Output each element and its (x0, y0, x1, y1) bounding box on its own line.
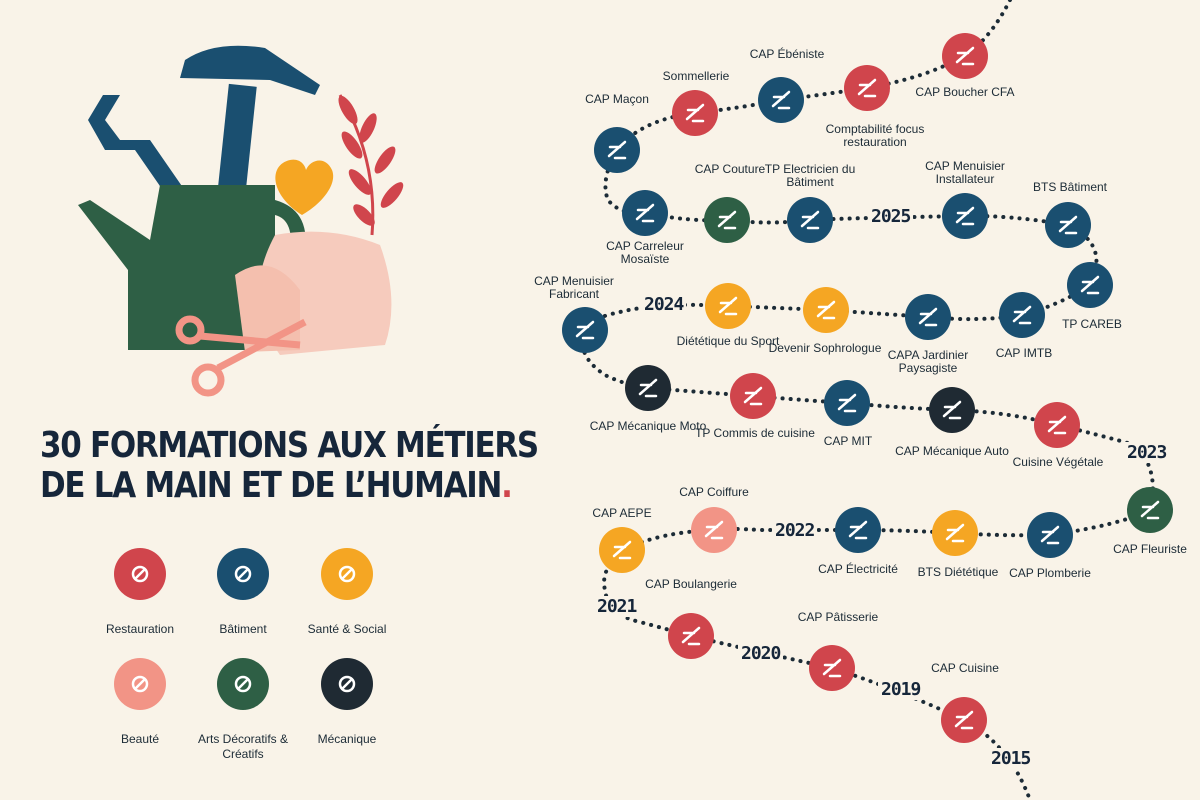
formation-node (672, 90, 718, 136)
formation-node (1034, 402, 1080, 448)
formation-label: CAP IMTB (995, 346, 1053, 360)
category-label: Santé & Social (307, 622, 387, 636)
formation-label: BTS Diététique (917, 565, 999, 579)
formation-label: CAP Maçon (585, 92, 649, 106)
heart-hand-icon (321, 548, 373, 600)
formation-node (787, 197, 833, 243)
formation-label: CAP Plomberie (1009, 566, 1091, 580)
formation-node (758, 77, 804, 123)
formation-node (932, 510, 978, 556)
formation-label: CAP Ébéniste (749, 47, 825, 61)
scissors-icon (175, 315, 307, 397)
wrench-gear-icon (321, 658, 373, 710)
formation-label: Sommellerie (662, 69, 730, 83)
title-line-1: 30 FORMATIONS AUX MÉTIERS (40, 425, 539, 466)
formation-node (835, 507, 881, 553)
formation-node (705, 283, 751, 329)
formation-label: Comptabilité focus restauration (825, 122, 925, 149)
category-2: Bâtiment (178, 548, 308, 637)
year-marker-2023: 2023 (1124, 442, 1170, 463)
year-marker-2015: 2015 (988, 748, 1034, 769)
year-marker-2022: 2022 (772, 520, 818, 541)
category-3: Santé & Social (282, 548, 412, 637)
formation-node (625, 365, 671, 411)
year-marker-2024: 2024 (641, 294, 687, 315)
hammer-icon (180, 45, 320, 217)
formation-node (1127, 487, 1173, 533)
category-label: Bâtiment (219, 622, 267, 636)
formation-node (803, 287, 849, 333)
category-1: Restauration (75, 548, 205, 637)
formation-node (704, 197, 750, 243)
category-label: Beauté (120, 732, 160, 746)
formation-node (730, 373, 776, 419)
formation-node (942, 33, 988, 79)
formation-label: CAP Boucher CFA (915, 85, 1015, 99)
formation-node (941, 697, 987, 743)
formation-label: Devenir Sophrologue (768, 341, 882, 355)
trowel-bricks-icon (217, 548, 269, 600)
formation-label: CAP Menuisier Installateur (925, 159, 1005, 186)
title-dot: . (501, 465, 513, 506)
formation-node (942, 193, 988, 239)
heart-icon (275, 159, 334, 215)
formation-node (668, 613, 714, 659)
formation-node (622, 190, 668, 236)
formation-node (809, 645, 855, 691)
laurel-icon (338, 94, 404, 236)
formation-node (844, 65, 890, 111)
craft-basket-icon (217, 658, 269, 710)
formation-label: CAP MIT (823, 434, 873, 448)
formation-label: CAP Menuisier Fabricant (534, 274, 614, 301)
formation-label: CAP Couture (694, 162, 766, 176)
formation-label: TP CAREB (1062, 317, 1122, 331)
formation-label: BTS Bâtiment (1032, 180, 1108, 194)
category-label: Mécanique (317, 732, 377, 746)
formation-label: TP Commis de cuisine (695, 426, 815, 440)
formation-node (599, 527, 645, 573)
formation-label: Diététique du Sport (676, 334, 780, 348)
formation-node (1067, 262, 1113, 308)
formation-node (562, 307, 608, 353)
formation-node (594, 127, 640, 173)
formation-label: TP Electricien du Bâtiment (764, 162, 856, 189)
formation-node (999, 292, 1045, 338)
year-marker-2020: 2020 (738, 643, 784, 664)
formation-nodes (562, 33, 1173, 743)
formation-label: CAP AEPE (592, 506, 652, 520)
formation-label: CAP Mécanique Moto (589, 419, 707, 433)
formation-node (1045, 202, 1091, 248)
formation-label: CAP Boulangerie (645, 577, 737, 591)
formation-label: Cuisine Végétale (1012, 455, 1104, 469)
formation-label: CAP Carreleur Mosaïste (606, 239, 684, 266)
formation-label: CAPA Jardinier Paysagiste (887, 348, 969, 375)
title-line-2: DE LA MAIN ET DE L’HUMAIN (40, 465, 502, 506)
formation-label: CAP Mécanique Auto (895, 444, 1009, 458)
category-4: Beauté (75, 658, 205, 747)
formation-node (824, 380, 870, 426)
category-label: Arts Décoratifs & Créatifs (197, 732, 289, 761)
year-marker-2021: 2021 (594, 596, 640, 617)
page-title: 30 FORMATIONS AUX MÉTIERS (40, 425, 539, 466)
category-5: Arts Décoratifs & Créatifs (178, 658, 308, 762)
formation-node (929, 387, 975, 433)
formation-label: CAP Coiffure (679, 485, 749, 499)
formation-node (905, 294, 951, 340)
category-6: Mécanique (282, 658, 412, 747)
formation-label: CAP Cuisine (931, 661, 999, 675)
page-title-2: DE LA MAIN ET DE L’HUMAIN. (40, 465, 513, 506)
formation-node (1027, 512, 1073, 558)
year-marker-2019: 2019 (878, 679, 924, 700)
formation-label: CAP Électricité (818, 562, 898, 576)
year-marker-2025: 2025 (868, 206, 914, 227)
category-label: Restauration (105, 622, 175, 636)
formation-label: CAP Pâtisserie (797, 610, 879, 624)
cosmetics-icon (114, 658, 166, 710)
knife-icon (114, 548, 166, 600)
formation-node (691, 507, 737, 553)
formation-label: CAP Fleuriste (1113, 542, 1187, 556)
